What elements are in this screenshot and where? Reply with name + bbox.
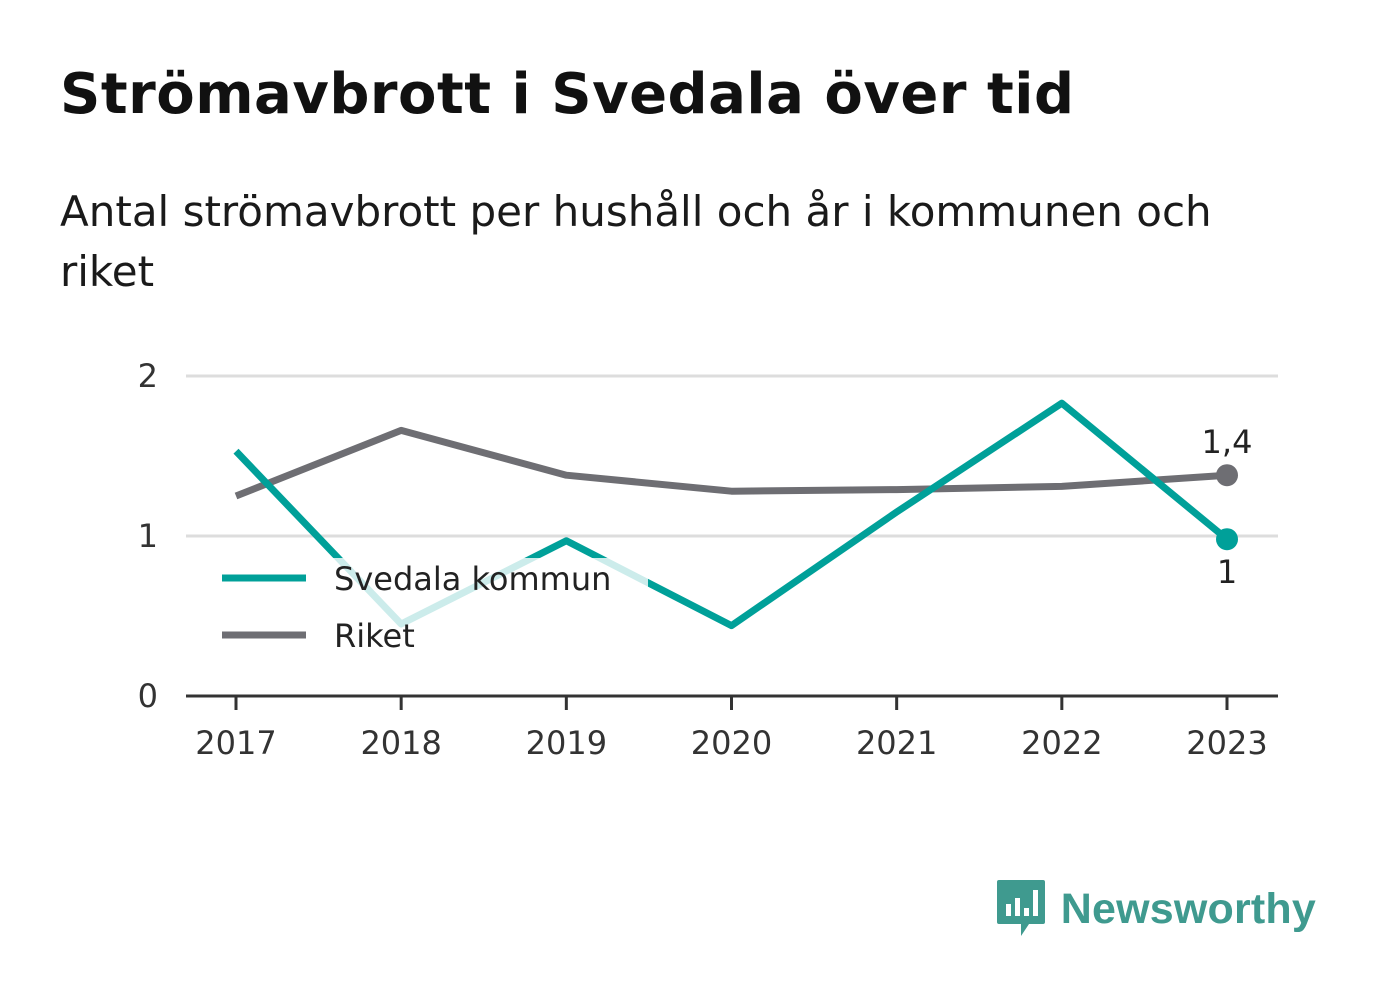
x-tick-label: 2023 <box>1186 724 1267 762</box>
series-line-riket <box>234 426 1228 500</box>
x-tick-label: 2019 <box>526 724 607 762</box>
brand-logo: Newsworthy <box>995 878 1316 940</box>
x-tick-label: 2017 <box>195 724 276 762</box>
x-tick-label: 2018 <box>360 724 441 762</box>
brand-name: Newsworthy <box>1060 884 1316 933</box>
end-label-svedala: 1 <box>1217 553 1237 591</box>
legend-label: Riket <box>334 617 415 655</box>
y-tick-label: 1 <box>138 517 158 555</box>
end-marker-riket <box>1216 464 1238 487</box>
x-tick-label: 2022 <box>1021 724 1102 762</box>
legend-label: Svedala kommun <box>334 560 611 598</box>
end-marker-svedala <box>1216 528 1238 551</box>
chart-title: Strömavbrott i Svedala över tid <box>60 62 1075 127</box>
y-tick-label: 2 <box>138 357 158 395</box>
x-tick-label: 2021 <box>856 724 937 762</box>
x-tick-label: 2020 <box>691 724 772 762</box>
y-tick-label: 0 <box>138 677 158 715</box>
end-label-riket: 1,4 <box>1202 423 1253 461</box>
newsworthy-logo-icon <box>996 880 1045 936</box>
line-chart: 0 1 2 2017 2018 2019 2020 2021 2022 2023 Svedala k… <box>138 357 1278 762</box>
chart-subtitle: Antal strömavbrott per hushåll och år i … <box>60 187 1212 296</box>
